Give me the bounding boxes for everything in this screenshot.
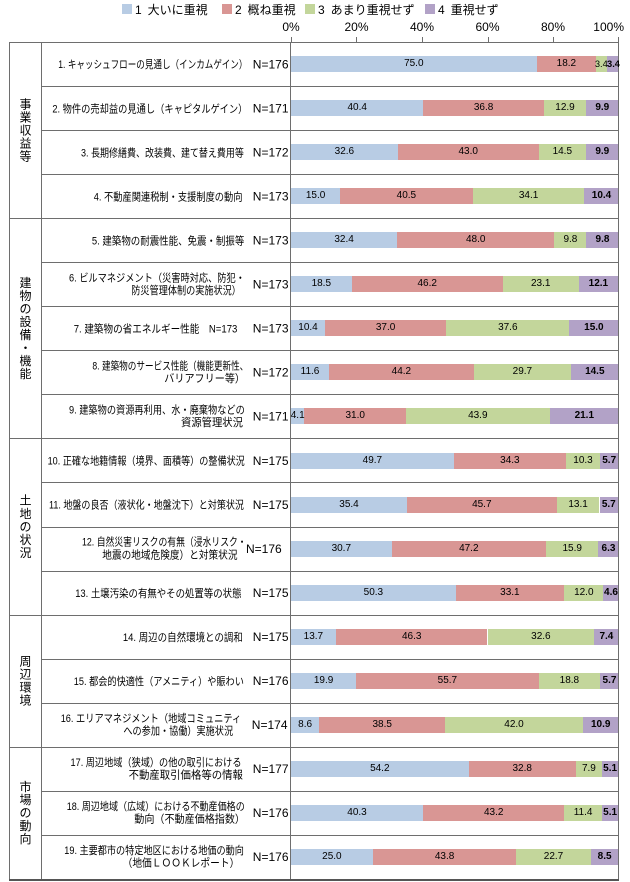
svg-text:物: 物	[19, 289, 31, 303]
svg-text:N=172: N=172	[253, 145, 289, 159]
svg-text:不動産取引価格等の情報: 不動産取引価格等の情報	[129, 768, 243, 782]
svg-text:設: 設	[19, 314, 31, 329]
svg-text:16. エリアマネジメント（地域コミュニティ: 16. エリアマネジメント（地域コミュニティ	[61, 712, 242, 725]
svg-text:5. 建築物の耐震性能、免震・制振等: 5. 建築物の耐震性能、免震・制振等	[92, 233, 244, 247]
svg-text:12. 自然災害リスクの有無（浸水リスク・: 12. 自然災害リスクの有無（浸水リスク・	[82, 535, 247, 549]
svg-text:市: 市	[19, 779, 31, 794]
svg-text:3. 長期修繕費、改装費、建て替え費用等: 3. 長期修繕費、改装費、建て替え費用等	[81, 145, 244, 159]
svg-text:N=174: N=174	[252, 718, 288, 732]
svg-text:益: 益	[19, 136, 31, 150]
svg-text:地: 地	[19, 507, 31, 521]
svg-text:N=173: N=173	[253, 278, 289, 292]
svg-text:資源管理状況: 資源管理状況	[181, 415, 243, 429]
svg-text:17. 周辺地域（狭域）の他の取引における: 17. 周辺地域（狭域）の他の取引における	[71, 755, 242, 769]
svg-text:N=176: N=176	[253, 806, 289, 820]
svg-text:況: 況	[19, 545, 31, 560]
svg-text:動: 動	[19, 819, 31, 833]
svg-text:・: ・	[19, 341, 31, 355]
svg-text:N=175: N=175	[253, 630, 289, 644]
svg-text:N=173: N=173	[253, 190, 289, 204]
svg-text:4. 不動産関連税制・支援制度の動向: 4. 不動産関連税制・支援制度の動向	[94, 189, 243, 203]
svg-text:環: 環	[19, 680, 31, 694]
svg-text:向: 向	[19, 831, 31, 846]
svg-text:建: 建	[19, 276, 31, 290]
svg-text:状: 状	[19, 533, 31, 547]
svg-text:18. 周辺地域（広域）における不動産価格の: 18. 周辺地域（広域）における不動産価格の	[67, 799, 245, 813]
svg-text:N=176: N=176	[253, 850, 289, 864]
svg-text:機: 機	[19, 353, 31, 368]
svg-text:9. 建築物の資源再利用、水・廃棄物などの: 9. 建築物の資源再利用、水・廃棄物などの	[69, 402, 245, 416]
svg-text:15. 都会的快適性（アメニティ）や賑わい: 15. 都会的快適性（アメニティ）や賑わい	[74, 674, 244, 688]
svg-text:動向（不動産価格指数）: 動向（不動産価格指数）	[134, 812, 245, 826]
svg-text:19. 主要都市の特定地区における地価の動向: 19. 主要都市の特定地区における地価の動向	[64, 843, 244, 857]
svg-text:14. 周辺の自然環境との調和: 14. 周辺の自然環境との調和	[123, 630, 243, 644]
svg-text:バリアフリー等）: バリアフリー等）	[164, 371, 245, 385]
svg-text:N=176: N=176	[253, 674, 289, 688]
svg-text:N=177: N=177	[253, 762, 289, 776]
svg-text:N=173: N=173	[253, 322, 289, 336]
svg-text:7. 建築物の省エネルギー性能 N=173: 7. 建築物の省エネルギー性能 N=173	[74, 322, 238, 336]
svg-text:N=176: N=176	[253, 57, 289, 71]
svg-text:1. キャッシュフローの見通し（インカムゲイン）: 1. キャッシュフローの見通し（インカムゲイン）	[58, 58, 247, 71]
svg-text:N=173: N=173	[253, 234, 289, 248]
svg-text:能: 能	[19, 367, 31, 381]
svg-text:6. ビルマネジメント（災害時対応、防犯・: 6. ビルマネジメント（災害時対応、防犯・	[69, 270, 245, 284]
svg-text:の: の	[19, 520, 31, 534]
svg-text:収: 収	[19, 123, 31, 137]
svg-text:事: 事	[19, 97, 31, 111]
svg-text:土: 土	[19, 494, 31, 508]
svg-text:防災管理体制の実施状況）: 防災管理体制の実施状況）	[131, 283, 241, 297]
svg-text:8. 建築物のサービス性能（機能更新性、: 8. 建築物のサービス性能（機能更新性、	[92, 358, 248, 372]
svg-text:地震の地域危険度）と対策状況: 地震の地域危険度）と対策状況	[102, 547, 237, 561]
svg-text:N=175: N=175	[253, 586, 289, 600]
svg-text:備: 備	[19, 327, 31, 342]
svg-text:業: 業	[19, 110, 31, 124]
svg-text:10. 正確な地籍情報（境界、面積等）の整備状況: 10. 正確な地籍情報（境界、面積等）の整備状況	[48, 454, 245, 468]
svg-text:2. 物件の売却益の見通し（キャピタルゲイン）: 2. 物件の売却益の見通し（キャピタルゲイン）	[52, 101, 247, 115]
svg-text:等: 等	[19, 149, 31, 163]
svg-text:（地価ＬＯＯＫレポート）: （地価ＬＯＯＫレポート）	[123, 857, 240, 870]
svg-text:N=171: N=171	[253, 101, 289, 115]
svg-text:N=171: N=171	[253, 410, 289, 424]
svg-text:N=172: N=172	[253, 366, 289, 380]
svg-text:N=175: N=175	[253, 454, 289, 468]
svg-text:への参加・協働）実施状況: への参加・協働）実施状況	[123, 724, 233, 738]
svg-text:周: 周	[19, 654, 31, 668]
svg-text:N=176: N=176	[246, 542, 282, 556]
svg-text:13. 土壌汚染の有無やその処置等の状態: 13. 土壌汚染の有無やその処置等の状態	[75, 586, 241, 600]
svg-text:辺: 辺	[19, 667, 31, 681]
svg-text:の: の	[19, 806, 31, 820]
svg-text:境: 境	[19, 692, 31, 707]
svg-text:の: の	[19, 302, 31, 316]
svg-text:11. 地盤の良否（液状化・地盤沈下）と対策状況: 11. 地盤の良否（液状化・地盤沈下）と対策状況	[49, 498, 244, 512]
svg-text:場: 場	[19, 793, 31, 807]
svg-text:N=175: N=175	[253, 498, 289, 512]
